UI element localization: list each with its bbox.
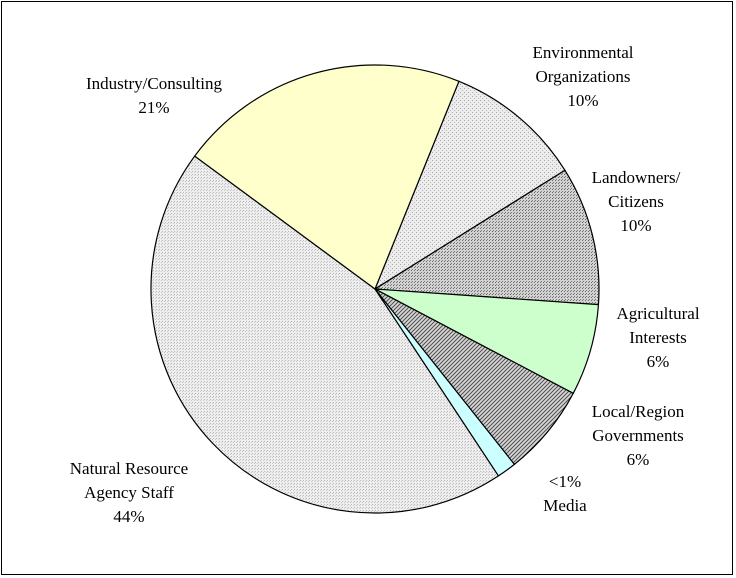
slice-label-agricultural-interests: Agricultural Interests 6%: [616, 304, 699, 371]
slice-label-environmental-organizations: Environmental Organizations 10%: [532, 43, 633, 110]
slice-label-media: <1% Media: [543, 472, 587, 515]
pie-slice-industry-consulting: [193, 64, 460, 290]
slice-label-landowners-citizens: Landowners/Citizens 10%: [592, 168, 681, 235]
pie-slice-landowners-citizens: [373, 169, 600, 306]
pie-slice-environmental-organizations: [373, 80, 566, 291]
slice-label-local-region-governments: Local/Region Governments 6%: [592, 402, 685, 469]
pie-slice-natural-resource-agency-staff: [150, 155, 500, 514]
slice-label-industry-consulting: Industry/Consulting 21%: [86, 74, 223, 117]
slice-label-natural-resource-agency-staff: Natural Resource Agency Staff 44%: [70, 459, 188, 526]
